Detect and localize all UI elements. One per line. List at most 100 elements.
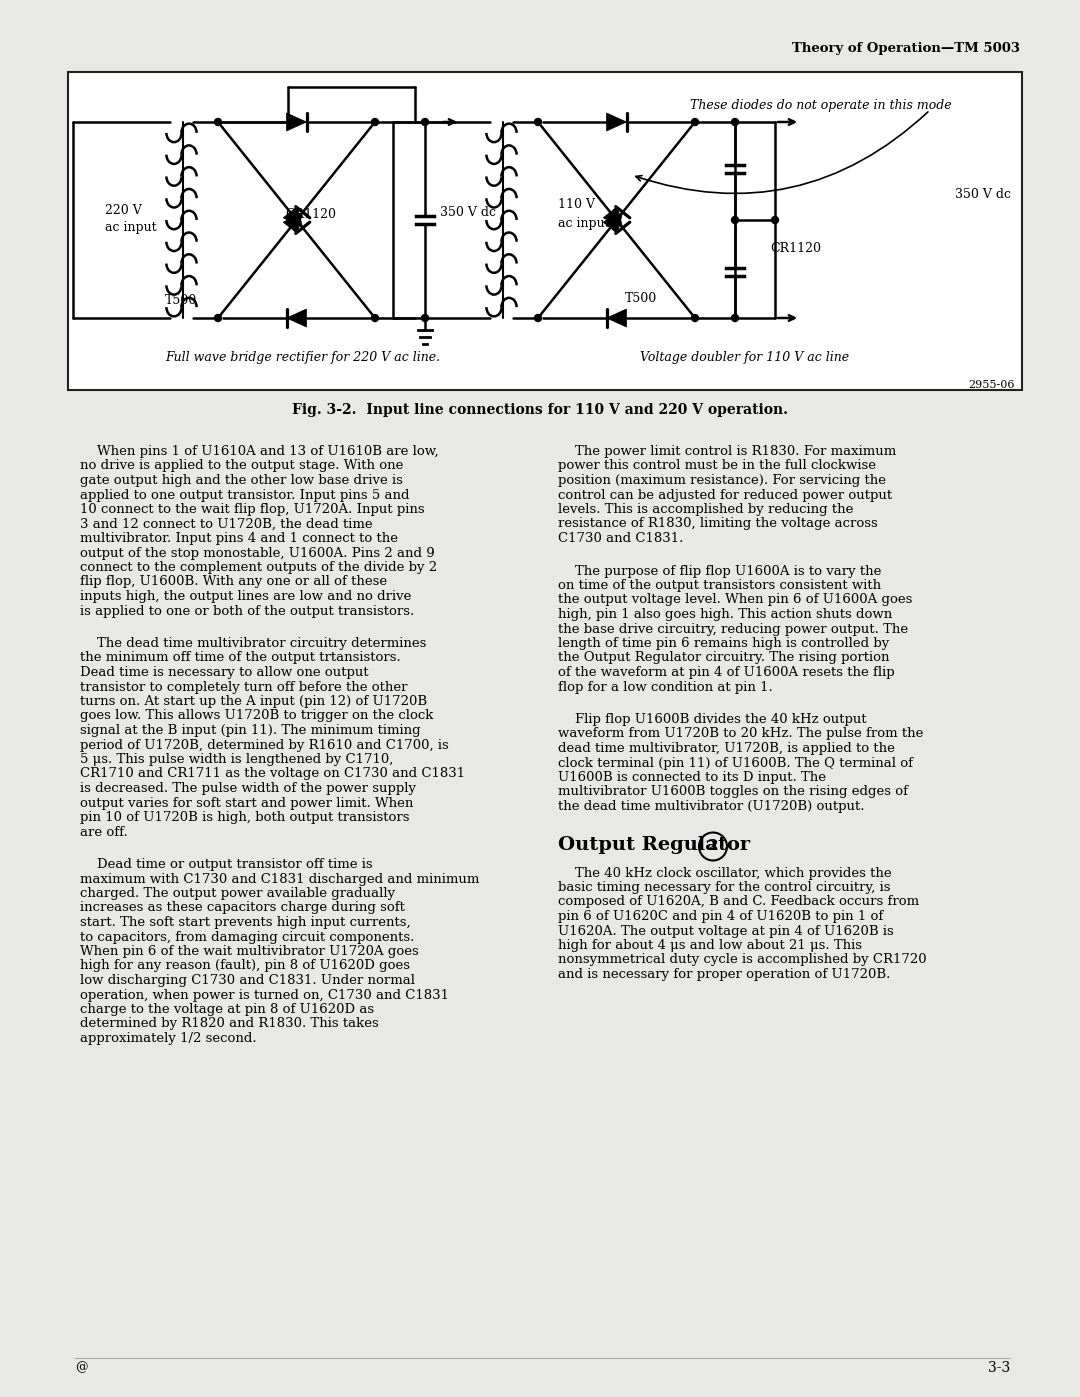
Polygon shape: [286, 309, 307, 327]
Text: 2: 2: [707, 840, 718, 854]
Text: are off.: are off.: [80, 826, 127, 838]
Text: U1620A. The output voltage at pin 4 of U1620B is: U1620A. The output voltage at pin 4 of U…: [558, 925, 894, 937]
Text: is applied to one or both of the output transistors.: is applied to one or both of the output …: [80, 605, 415, 617]
Text: ac input: ac input: [558, 217, 609, 229]
Text: 220 V: 220 V: [105, 204, 141, 217]
Text: Fig. 3-2.  Input line connections for 110 V and 220 V operation.: Fig. 3-2. Input line connections for 110…: [292, 402, 788, 416]
Text: CR1710 and CR1711 as the voltage on C1730 and C1831: CR1710 and CR1711 as the voltage on C173…: [80, 767, 465, 781]
Text: no drive is applied to the output stage. With one: no drive is applied to the output stage.…: [80, 460, 403, 472]
Text: control can be adjusted for reduced power output: control can be adjusted for reduced powe…: [558, 489, 892, 502]
Text: start. The soft start prevents high input currents,: start. The soft start prevents high inpu…: [80, 916, 410, 929]
Circle shape: [372, 119, 378, 126]
Text: When pin 6 of the wait multivibrator U1720A goes: When pin 6 of the wait multivibrator U17…: [80, 944, 419, 958]
Text: is decreased. The pulse width of the power supply: is decreased. The pulse width of the pow…: [80, 782, 416, 795]
Text: the Output Regulator circuitry. The rising portion: the Output Regulator circuitry. The risi…: [558, 651, 890, 665]
Text: on time of the output transistors consistent with: on time of the output transistors consis…: [558, 578, 881, 592]
Text: multivibrator U1600B toggles on the rising edges of: multivibrator U1600B toggles on the risi…: [558, 785, 908, 799]
Text: 2955-06: 2955-06: [969, 380, 1015, 390]
Circle shape: [215, 314, 221, 321]
Text: length of time pin 6 remains high is controlled by: length of time pin 6 remains high is con…: [558, 637, 889, 650]
Text: high, pin 1 also goes high. This action shuts down: high, pin 1 also goes high. This action …: [558, 608, 892, 622]
Text: charge to the voltage at pin 8 of U1620D as: charge to the voltage at pin 8 of U1620D…: [80, 1003, 374, 1016]
Text: gate output high and the other low base drive is: gate output high and the other low base …: [80, 474, 403, 488]
Text: The dead time multivibrator circuitry determines: The dead time multivibrator circuitry de…: [80, 637, 427, 650]
Text: Dead time or output transistor off time is: Dead time or output transistor off time …: [80, 858, 373, 870]
Circle shape: [731, 217, 739, 224]
Text: flip flop, U1600B. With any one or all of these: flip flop, U1600B. With any one or all o…: [80, 576, 387, 588]
Circle shape: [731, 119, 739, 126]
Text: T500: T500: [165, 293, 198, 306]
Text: Output Regulator: Output Regulator: [558, 837, 751, 855]
Text: the base drive circuitry, reducing power output. The: the base drive circuitry, reducing power…: [558, 623, 908, 636]
Text: clock terminal (pin 11) of U1600B. The Q terminal of: clock terminal (pin 11) of U1600B. The Q…: [558, 757, 913, 770]
Text: the output voltage level. When pin 6 of U1600A goes: the output voltage level. When pin 6 of …: [558, 594, 913, 606]
Text: composed of U1620A, B and C. Feedback occurs from: composed of U1620A, B and C. Feedback oc…: [558, 895, 919, 908]
Text: waveform from U1720B to 20 kHz. The pulse from the: waveform from U1720B to 20 kHz. The puls…: [558, 728, 923, 740]
Text: When pins 1 of U1610A and 13 of U1610B are low,: When pins 1 of U1610A and 13 of U1610B a…: [80, 446, 438, 458]
Text: applied to one output transistor. Input pins 5 and: applied to one output transistor. Input …: [80, 489, 409, 502]
Circle shape: [535, 314, 541, 321]
Text: 5 μs. This pulse width is lengthened by C1710,: 5 μs. This pulse width is lengthened by …: [80, 753, 393, 766]
Polygon shape: [604, 212, 623, 233]
Text: power this control must be in the full clockwise: power this control must be in the full c…: [558, 460, 876, 472]
Text: 3 and 12 connect to U1720B, the dead time: 3 and 12 connect to U1720B, the dead tim…: [80, 517, 373, 531]
Text: 110 V: 110 V: [558, 198, 595, 211]
Polygon shape: [283, 212, 302, 233]
Text: levels. This is accomplished by reducing the: levels. This is accomplished by reducing…: [558, 503, 853, 515]
Bar: [68, 73, 1022, 390]
Text: connect to the complement outputs of the divide by 2: connect to the complement outputs of the…: [80, 562, 437, 574]
Text: maximum with C1730 and C1831 discharged and minimum: maximum with C1730 and C1831 discharged …: [80, 873, 480, 886]
Text: and is necessary for proper operation of U1720B.: and is necessary for proper operation of…: [558, 968, 890, 981]
Text: Flip flop U1600B divides the 40 kHz output: Flip flop U1600B divides the 40 kHz outp…: [558, 712, 866, 726]
Text: 10 connect to the wait flip flop, U1720A. Input pins: 10 connect to the wait flip flop, U1720A…: [80, 503, 424, 515]
Text: basic timing necessary for the control circuitry, is: basic timing necessary for the control c…: [558, 882, 891, 894]
Text: transistor to completely turn off before the other: transistor to completely turn off before…: [80, 680, 407, 693]
Text: These diodes do not operate in this mode: These diodes do not operate in this mode: [690, 99, 951, 112]
Circle shape: [215, 119, 221, 126]
Text: approximately 1/2 second.: approximately 1/2 second.: [80, 1032, 257, 1045]
Text: Full wave bridge rectifier for 220 V ac line.: Full wave bridge rectifier for 220 V ac …: [165, 352, 441, 365]
Circle shape: [771, 217, 779, 224]
Text: the dead time multivibrator (U1720B) output.: the dead time multivibrator (U1720B) out…: [558, 800, 864, 813]
Text: charged. The output power available gradually: charged. The output power available grad…: [80, 887, 395, 900]
Text: position (maximum resistance). For servicing the: position (maximum resistance). For servi…: [558, 474, 886, 488]
Circle shape: [421, 119, 429, 126]
Circle shape: [731, 314, 739, 321]
Circle shape: [372, 314, 378, 321]
Circle shape: [535, 119, 541, 126]
Text: low discharging C1730 and C1831. Under normal: low discharging C1730 and C1831. Under n…: [80, 974, 415, 988]
Text: inputs high, the output lines are low and no drive: inputs high, the output lines are low an…: [80, 590, 411, 604]
Text: CR1120: CR1120: [285, 208, 336, 222]
Text: Dead time is necessary to allow one output: Dead time is necessary to allow one outp…: [80, 666, 368, 679]
FancyArrowPatch shape: [636, 112, 928, 193]
Text: U1600B is connected to its D input. The: U1600B is connected to its D input. The: [558, 771, 826, 784]
Text: CR1120: CR1120: [770, 242, 821, 254]
Text: output varies for soft start and power limit. When: output varies for soft start and power l…: [80, 796, 414, 809]
Text: pin 10 of U1720B is high, both output transistors: pin 10 of U1720B is high, both output tr…: [80, 812, 409, 824]
Text: The power limit control is R1830. For maximum: The power limit control is R1830. For ma…: [558, 446, 896, 458]
Circle shape: [691, 314, 699, 321]
Polygon shape: [607, 113, 626, 131]
Text: increases as these capacitors charge during soft: increases as these capacitors charge dur…: [80, 901, 405, 915]
Text: high for any reason (fault), pin 8 of U1620D goes: high for any reason (fault), pin 8 of U1…: [80, 960, 410, 972]
Text: 350 V dc: 350 V dc: [440, 205, 496, 218]
Circle shape: [421, 314, 429, 321]
Polygon shape: [286, 113, 307, 131]
Polygon shape: [283, 207, 302, 228]
Text: resistance of R1830, limiting the voltage across: resistance of R1830, limiting the voltag…: [558, 517, 878, 531]
Text: The purpose of flip flop U1600A is to vary the: The purpose of flip flop U1600A is to va…: [558, 564, 881, 577]
Text: ac input: ac input: [105, 222, 157, 235]
Polygon shape: [604, 207, 623, 228]
Text: The 40 kHz clock oscillator, which provides the: The 40 kHz clock oscillator, which provi…: [558, 866, 892, 880]
Text: to capacitors, from damaging circuit components.: to capacitors, from damaging circuit com…: [80, 930, 415, 943]
Text: turns on. At start up the A input (pin 12) of U1720B: turns on. At start up the A input (pin 1…: [80, 694, 427, 708]
Text: goes low. This allows U1720B to trigger on the clock: goes low. This allows U1720B to trigger …: [80, 710, 433, 722]
Text: operation, when power is turned on, C1730 and C1831: operation, when power is turned on, C173…: [80, 989, 449, 1002]
Text: multivibrator. Input pins 4 and 1 connect to the: multivibrator. Input pins 4 and 1 connec…: [80, 532, 399, 545]
Text: determined by R1820 and R1830. This takes: determined by R1820 and R1830. This take…: [80, 1017, 379, 1031]
Text: period of U1720B, determined by R1610 and C1700, is: period of U1720B, determined by R1610 an…: [80, 739, 449, 752]
Text: output of the stop monostable, U1600A. Pins 2 and 9: output of the stop monostable, U1600A. P…: [80, 546, 435, 560]
Text: 350 V dc: 350 V dc: [955, 189, 1011, 201]
Text: flop for a low condition at pin 1.: flop for a low condition at pin 1.: [558, 680, 773, 693]
Text: @: @: [75, 1362, 87, 1375]
